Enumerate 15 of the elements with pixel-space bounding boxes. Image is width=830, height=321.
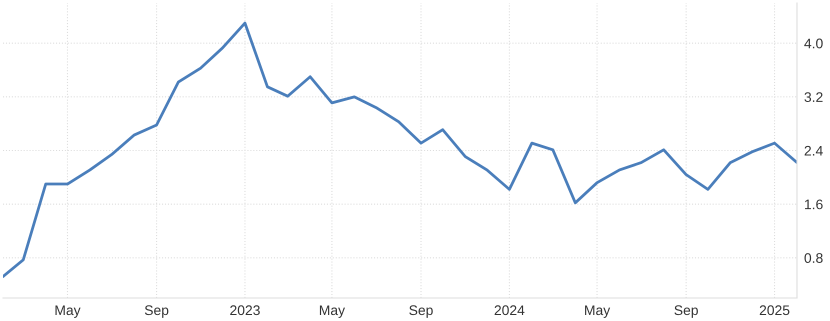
y-tick-label: 0.8	[804, 253, 823, 263]
x-tick-label: Sep	[674, 305, 698, 318]
x-tick-label: May	[55, 305, 81, 318]
y-tick-label: 2.4	[804, 146, 823, 156]
x-tick-label: 2025	[760, 305, 790, 316]
y-tick-label: 3.2	[804, 92, 823, 102]
y-tick-label: 1.6	[805, 199, 823, 210]
line-series	[3, 22, 797, 278]
x-tick-label: May	[585, 305, 610, 318]
y-tick-label: 4.0	[804, 38, 823, 48]
x-tick-label: Sep	[144, 305, 168, 318]
x-tick-label: May	[320, 305, 345, 318]
x-tick-label: Sep	[409, 305, 433, 318]
x-tick-label: 2023	[230, 305, 260, 316]
x-tick-label: 2024	[494, 305, 524, 316]
